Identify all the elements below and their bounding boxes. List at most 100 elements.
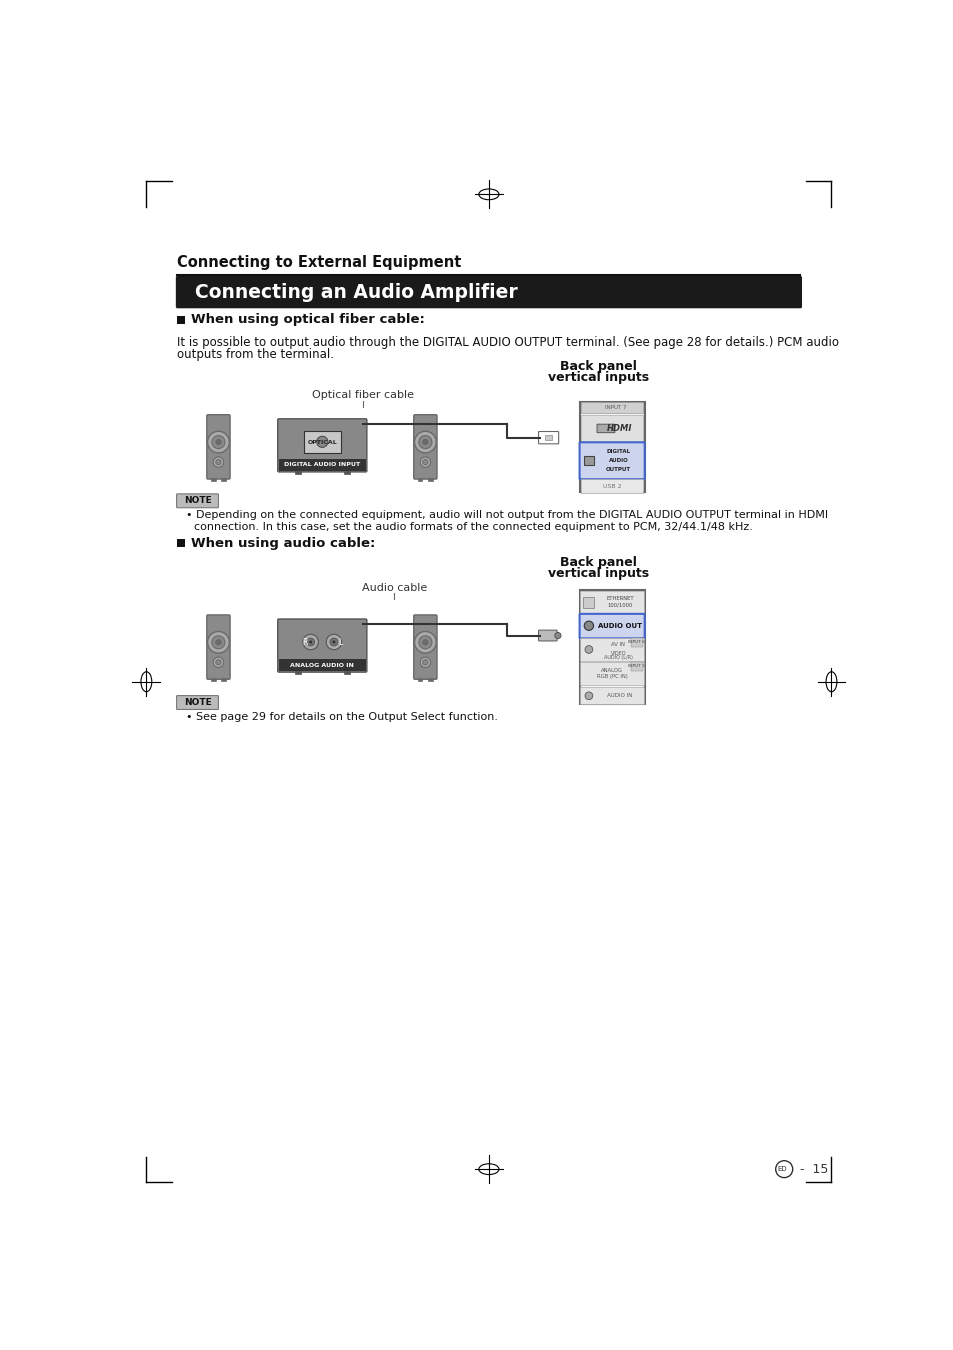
Bar <box>583 597 594 608</box>
Circle shape <box>418 436 432 448</box>
Bar <box>579 402 644 491</box>
Text: When using optical fiber cable:: When using optical fiber cable: <box>191 313 424 327</box>
Bar <box>221 678 226 682</box>
Bar <box>583 456 593 466</box>
FancyBboxPatch shape <box>537 630 557 641</box>
Circle shape <box>307 639 314 645</box>
Circle shape <box>422 660 428 666</box>
Bar <box>304 431 340 454</box>
Bar <box>278 459 365 471</box>
Bar <box>294 671 301 674</box>
FancyBboxPatch shape <box>414 614 436 679</box>
Text: INPUT 6: INPUT 6 <box>628 640 645 644</box>
FancyBboxPatch shape <box>176 695 218 710</box>
Bar <box>580 402 642 413</box>
Text: When using audio cable:: When using audio cable: <box>191 537 375 549</box>
Text: NOTE: NOTE <box>184 698 212 707</box>
Text: AUDIO: AUDIO <box>608 458 628 463</box>
Bar <box>343 671 350 674</box>
Circle shape <box>584 693 592 699</box>
Circle shape <box>208 431 229 452</box>
Circle shape <box>316 436 328 447</box>
Text: Connecting to External Equipment: Connecting to External Equipment <box>177 255 461 270</box>
Bar <box>417 478 422 481</box>
Circle shape <box>213 657 223 667</box>
Text: -  15: - 15 <box>799 1162 827 1176</box>
Bar <box>278 659 365 671</box>
Circle shape <box>584 645 592 653</box>
Circle shape <box>555 632 560 639</box>
Text: outputs from the terminal.: outputs from the terminal. <box>177 348 334 362</box>
Circle shape <box>309 640 312 644</box>
Text: AUDIO (L/R): AUDIO (L/R) <box>603 655 632 660</box>
FancyBboxPatch shape <box>277 620 367 672</box>
Circle shape <box>583 621 593 630</box>
FancyBboxPatch shape <box>414 414 436 479</box>
Circle shape <box>422 640 428 645</box>
Circle shape <box>212 436 225 448</box>
Bar <box>579 687 643 705</box>
Bar <box>221 478 226 481</box>
FancyBboxPatch shape <box>176 494 218 508</box>
Text: Connecting an Audio Amplifier: Connecting an Audio Amplifier <box>195 282 517 301</box>
Text: DIGITAL AUDIO INPUT: DIGITAL AUDIO INPUT <box>284 463 360 467</box>
Circle shape <box>422 459 428 464</box>
Text: Back panel: Back panel <box>559 556 636 568</box>
Circle shape <box>419 456 430 467</box>
Bar <box>579 662 643 684</box>
Text: DIGITAL: DIGITAL <box>606 450 630 455</box>
FancyBboxPatch shape <box>537 432 558 444</box>
Text: ANALOG: ANALOG <box>600 668 622 674</box>
Text: VIDEO: VIDEO <box>610 651 625 656</box>
Circle shape <box>422 439 428 444</box>
Text: vertical inputs: vertical inputs <box>547 567 648 580</box>
Circle shape <box>213 456 223 467</box>
Circle shape <box>215 459 221 464</box>
Text: It is possible to output audio through the DIGITAL AUDIO OUTPUT terminal. (See p: It is possible to output audio through t… <box>177 336 839 350</box>
FancyBboxPatch shape <box>597 424 615 432</box>
FancyBboxPatch shape <box>207 614 230 679</box>
Text: ETHERNET: ETHERNET <box>605 597 633 601</box>
Text: NOTE: NOTE <box>184 497 212 505</box>
Text: • See page 29 for details on the Output Select function.: • See page 29 for details on the Output … <box>186 711 497 722</box>
Text: AV IN: AV IN <box>611 643 624 647</box>
Bar <box>579 591 643 614</box>
Text: INPUT 7: INPUT 7 <box>604 405 625 410</box>
Circle shape <box>215 660 221 666</box>
Text: AUDIO OUT: AUDIO OUT <box>598 622 641 629</box>
Bar <box>579 639 643 662</box>
Text: HDMI: HDMI <box>606 424 632 433</box>
Text: OUTPUT: OUTPUT <box>605 467 630 472</box>
Circle shape <box>332 640 335 644</box>
Text: Optical fiber cable: Optical fiber cable <box>312 390 414 400</box>
FancyBboxPatch shape <box>277 418 367 472</box>
Text: Audio cable: Audio cable <box>361 583 427 593</box>
Bar <box>417 678 422 682</box>
Circle shape <box>303 634 318 649</box>
Circle shape <box>419 657 430 667</box>
Circle shape <box>418 636 432 649</box>
Bar <box>177 316 185 324</box>
Bar <box>545 435 551 440</box>
FancyBboxPatch shape <box>579 614 644 639</box>
Text: ANALOG AUDIO IN: ANALOG AUDIO IN <box>290 663 354 668</box>
Bar <box>428 478 433 481</box>
Circle shape <box>326 634 341 649</box>
Bar <box>580 414 642 443</box>
FancyBboxPatch shape <box>207 414 230 479</box>
Text: vertical inputs: vertical inputs <box>547 371 648 385</box>
Text: USB 2: USB 2 <box>602 483 620 489</box>
Bar <box>428 678 433 682</box>
Text: RGB (PC IN): RGB (PC IN) <box>596 674 627 679</box>
Bar <box>177 539 185 547</box>
FancyBboxPatch shape <box>579 443 644 479</box>
Text: AUDIO IN: AUDIO IN <box>606 694 632 698</box>
Bar <box>630 662 642 671</box>
Text: Back panel: Back panel <box>559 359 636 373</box>
Text: 100/1000: 100/1000 <box>606 602 632 608</box>
FancyBboxPatch shape <box>175 275 801 308</box>
Bar <box>579 590 644 705</box>
Text: ED: ED <box>777 1166 786 1172</box>
Circle shape <box>215 439 221 444</box>
Bar <box>211 678 215 682</box>
